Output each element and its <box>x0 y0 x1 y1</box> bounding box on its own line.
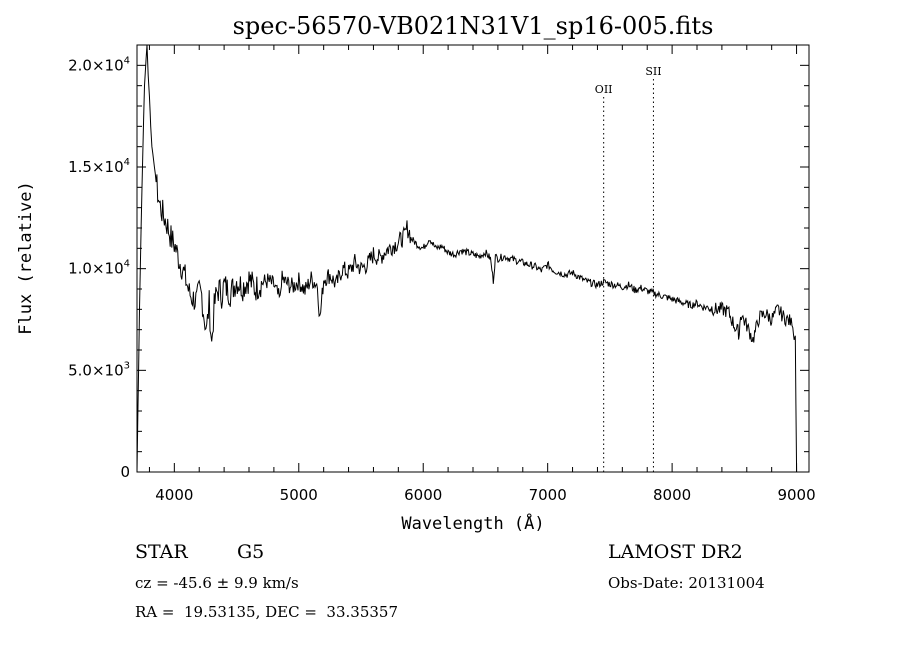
obs-date: Obs-Date: 20131004 <box>608 574 765 592</box>
y-tick-label: 1.0×104 <box>68 259 130 278</box>
y-axis-label: Flux (relative) <box>16 181 36 335</box>
x-tick-label: 9000 <box>777 486 815 504</box>
survey-name: LAMOST DR2 <box>608 541 743 563</box>
chart-title: spec-56570-VB021N31V1_sp16-005.fits <box>233 12 714 40</box>
x-tick-label: 8000 <box>653 486 691 504</box>
series-layer <box>136 44 798 473</box>
y-tick-label: 5.0×103 <box>68 360 130 379</box>
x-tick-label: 7000 <box>529 486 567 504</box>
spectral-subclass: G5 <box>237 541 265 563</box>
annotation-label: OII <box>595 83 613 96</box>
y-tick-label: 0 <box>120 463 130 481</box>
y-axis-ticks: 0 5.0×103 1.0×104 1.5×104 2.0×104 <box>68 44 809 481</box>
coordinates: RA = 19.53135, DEC = 33.35357 <box>135 603 399 621</box>
line-annotations: OII SII <box>595 65 662 472</box>
annotation-label: SII <box>645 65 661 78</box>
spectrum-line <box>136 44 798 473</box>
y-tick-label: 2.0×104 <box>68 55 130 74</box>
y-tick-label: 1.5×104 <box>68 157 130 176</box>
x-tick-label: 4000 <box>155 486 193 504</box>
x-tick-label: 5000 <box>280 486 318 504</box>
x-axis-label: Wavelength (Å) <box>401 512 544 534</box>
plot-frame <box>136 44 810 473</box>
object-type: STAR <box>135 541 188 563</box>
x-tick-label: 6000 <box>404 486 442 504</box>
redshift-value: cz = -45.6 ± 9.9 km/s <box>135 574 299 592</box>
